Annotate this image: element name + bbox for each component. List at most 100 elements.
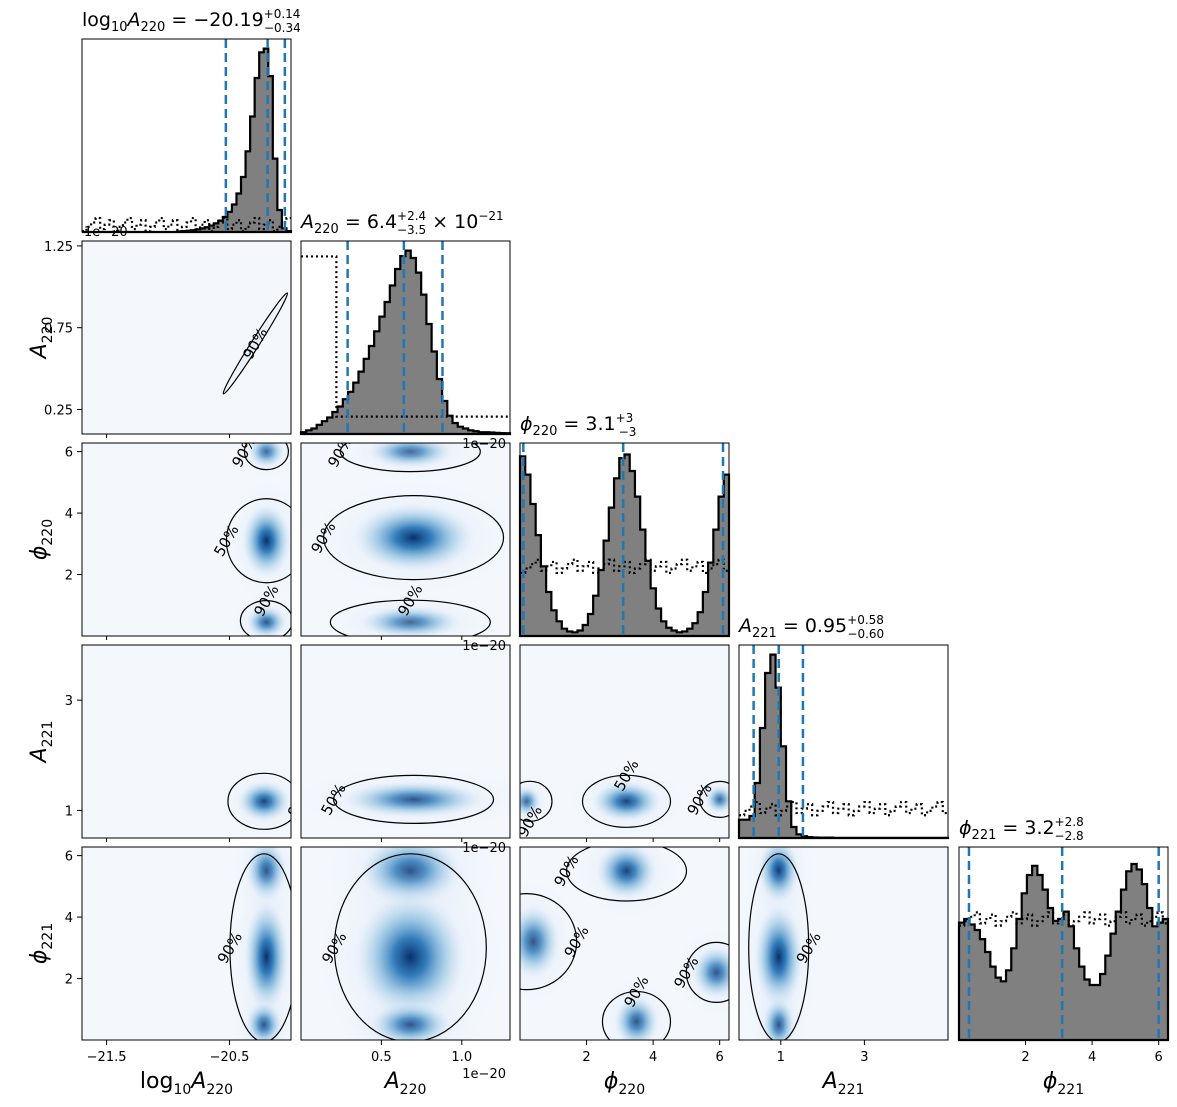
prior-line-phi221 xyxy=(959,911,1168,927)
hist-phi220 xyxy=(518,442,731,638)
contour-3,4-0 xyxy=(748,853,810,1040)
panel-A220-A221: 50% xyxy=(300,644,511,839)
xtick-label-A221-1: 3 xyxy=(860,1050,868,1065)
panel-log10A220-A221: 90% xyxy=(81,644,292,839)
title-A220: A220 = 6.4+2.4 −3.5 × 10−21 xyxy=(299,209,504,237)
ytick-label-A220-1: 0.75 xyxy=(44,322,73,337)
blob-1,4-2 xyxy=(370,1002,451,1040)
blob-0,2-1 xyxy=(242,504,291,577)
contour-2,4-2 xyxy=(685,941,729,1003)
contour-2,3-0 xyxy=(520,780,553,822)
title-log10A220: log10A220 = −20.19+0.14 −0.34 xyxy=(82,7,301,35)
density-0,4: 90% xyxy=(214,847,291,1040)
contour-2,3-1 xyxy=(581,774,672,828)
density-3,4: 90% xyxy=(739,847,825,1040)
blob-2,4-3 xyxy=(614,995,659,1040)
ytick-label-phi220-2: 6 xyxy=(65,446,73,461)
y-axis-label-A221: A221 xyxy=(27,721,56,765)
panel-phi220-phi221: 90%90%90%90% xyxy=(519,846,730,1041)
panel-log10A220-phi220: 90%50%90% xyxy=(81,442,292,637)
title-phi221: ϕ221 = 3.2+2.8 −2.8 xyxy=(959,815,1084,843)
blob-2,4-1 xyxy=(520,905,560,978)
hist-frame-A221 xyxy=(738,644,949,839)
y-axis-label-A220: A220 xyxy=(27,317,56,361)
panel-A220-phi220: 90%90%90% xyxy=(300,442,511,637)
blob-0,2-0 xyxy=(248,443,285,468)
hist-frame-A220 xyxy=(300,240,511,435)
contour-0,2-1 xyxy=(225,498,291,584)
x-axis-label-A221: A221 xyxy=(821,1069,865,1098)
blob-2,3-2 xyxy=(705,785,729,814)
contour-0,1-0 xyxy=(222,292,289,395)
blob-1,2-1 xyxy=(353,503,474,572)
ytick-label-A220-0: 0.25 xyxy=(44,403,73,418)
text-layer: −21.5 −20.5 0.5 1.0 2 4 6 1 3 2 4 6 0.25 0.75 1.25 2 4 6 1… xyxy=(27,7,1163,1098)
hist-frame-phi221 xyxy=(958,846,1169,1041)
offset-text-row1: 1e−20 xyxy=(462,437,506,452)
xtick-label-A221-0: 1 xyxy=(777,1050,785,1065)
x-axis-label-phi220: ϕ220 xyxy=(604,1069,645,1098)
x-axis-label-A220: A220 xyxy=(383,1069,427,1098)
hist-A221 xyxy=(737,644,950,840)
blob-0,2-2 xyxy=(246,606,287,636)
panel-frame-0,3 xyxy=(81,644,292,839)
prior-line-A221 xyxy=(739,800,948,817)
contour-1,2-2 xyxy=(329,599,491,636)
xtick-label-phi221-0: 2 xyxy=(1021,1050,1029,1065)
panel-frame-1,3 xyxy=(300,644,511,839)
offset-text-row3: 1e−20 xyxy=(462,841,506,856)
contour-0,2-2 xyxy=(239,600,291,636)
hist-A220 xyxy=(299,240,512,436)
hist-bars-phi220 xyxy=(518,453,731,638)
hist-bars-A220 xyxy=(299,249,512,436)
contour-1,2-0 xyxy=(339,443,481,473)
panel-A221-phi221: 90% xyxy=(738,846,949,1041)
panel-A220-phi221: 90% xyxy=(300,846,511,1041)
blob-0,4-1 xyxy=(244,901,289,1014)
panel-frame-0,4 xyxy=(81,846,292,1041)
x-axis-label-log10A220: log10A220 xyxy=(140,1069,233,1098)
blob-1,2-2 xyxy=(360,606,461,636)
density-1,2: 90%90%90% xyxy=(305,443,510,636)
offset-text-row2: 1e−20 xyxy=(462,639,506,654)
ytick-label-A221-0: 1 xyxy=(65,804,73,819)
density-0,2: 90%50%90% xyxy=(210,443,291,636)
blob-1,2-0 xyxy=(368,443,453,468)
ytick-label-A220-2: 1.25 xyxy=(44,240,73,255)
ytick-label-A221-1: 3 xyxy=(65,694,73,709)
contour-0,4-0 xyxy=(229,853,291,1040)
y-axis-label-phi221: ϕ221 xyxy=(27,923,56,964)
blob-2,3-1 xyxy=(592,781,661,822)
xtick-label-phi220-0: 2 xyxy=(582,1050,590,1065)
contour-2,4-3 xyxy=(601,990,672,1040)
density-2,3: 90%50%90% xyxy=(520,756,729,838)
offset-text-bottom: 1e−20 xyxy=(462,1067,506,1082)
panel-frame-3,4 xyxy=(738,846,949,1041)
title-phi220: ϕ220 = 3.1+3 −3 xyxy=(520,411,636,439)
hist-log10A220 xyxy=(81,38,293,234)
blob-0,3-0 xyxy=(237,781,290,822)
x-axis-label-phi221: ϕ221 xyxy=(1043,1069,1084,1098)
panel-log10A220-A220: 90% xyxy=(81,240,292,435)
contour-1,2-1 xyxy=(322,495,505,581)
contour-1,4-0 xyxy=(333,853,487,1040)
title-A221: A221 = 0.95+0.58 −0.60 xyxy=(737,613,884,641)
y-axis-label-phi220: ϕ220 xyxy=(27,519,56,560)
blob-3,4-2 xyxy=(762,998,795,1040)
blob-2,4-2 xyxy=(692,946,729,999)
hist-frame-phi220 xyxy=(519,442,730,637)
xtick-label-log10A220-1: −20.5 xyxy=(210,1050,250,1065)
panel-log10A220-phi221: 90% xyxy=(81,846,292,1041)
contour-1,3-0 xyxy=(332,774,495,825)
panel-layer: 90%90%50%90%90%90%90%90% 50%90%50%90%90% 9… xyxy=(77,38,1170,1045)
blob-2,4-0 xyxy=(596,847,657,899)
contour-2,3-2 xyxy=(699,780,729,818)
prior-line-log10A220 xyxy=(82,216,291,233)
xtick-label-A220-0: 0.5 xyxy=(371,1050,392,1065)
panel-frame-1,2 xyxy=(300,442,511,637)
panel-phi220-A221: 90%50%90% xyxy=(519,644,730,839)
ytick-label-phi220-1: 4 xyxy=(65,507,73,522)
contour-0,3-0 xyxy=(227,772,291,830)
xtick-label-phi220-1: 4 xyxy=(649,1050,657,1065)
